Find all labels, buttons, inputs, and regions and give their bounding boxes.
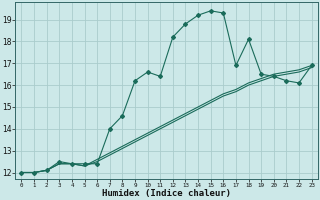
X-axis label: Humidex (Indice chaleur): Humidex (Indice chaleur) <box>102 189 231 198</box>
